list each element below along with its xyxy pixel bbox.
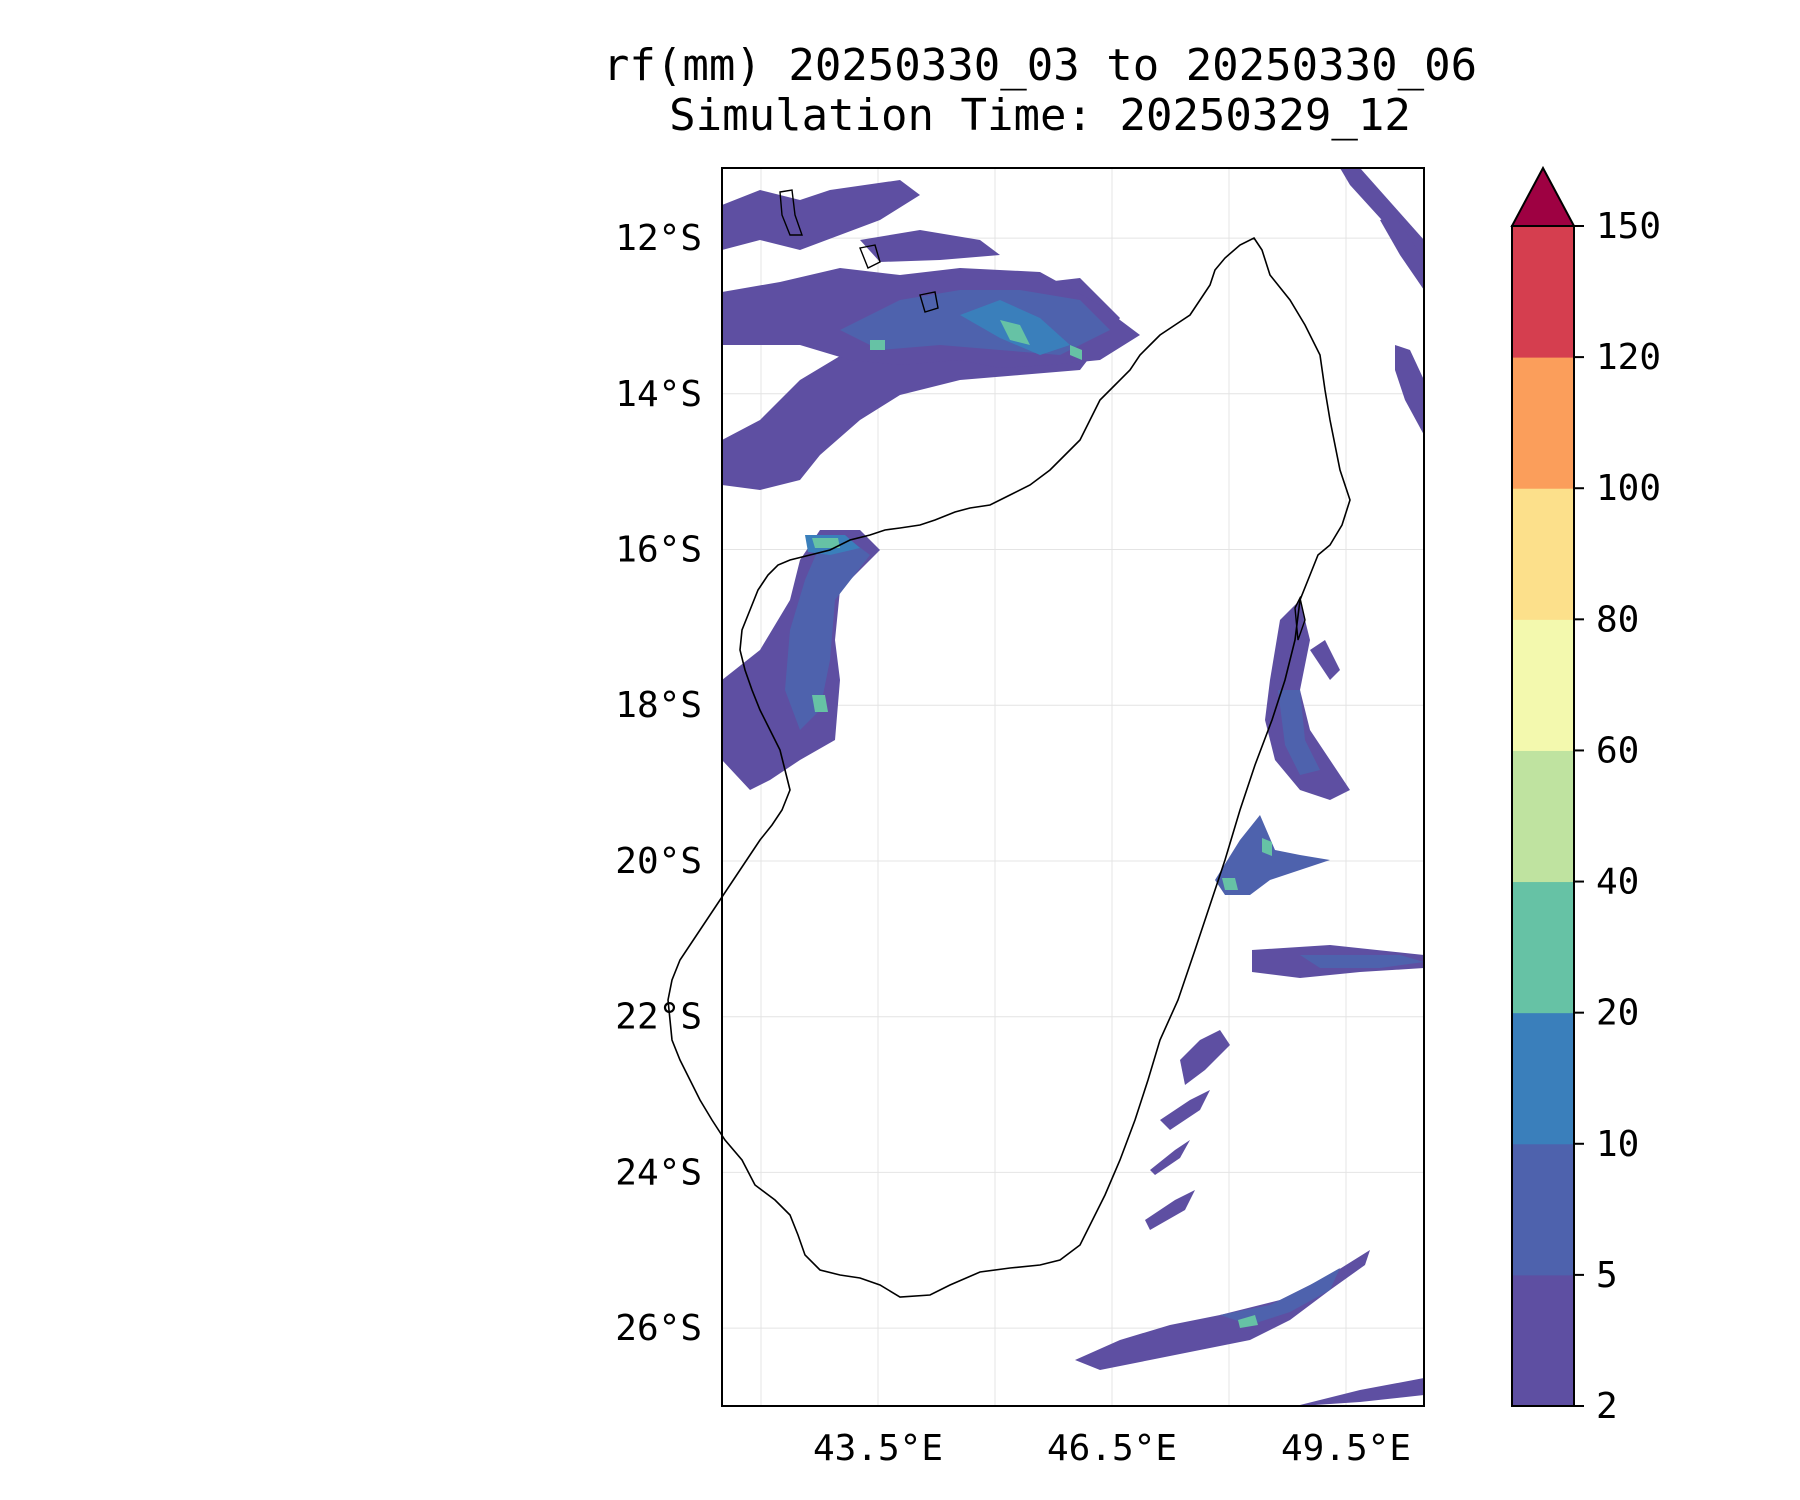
colorbar: 2 5 10 20 40 60 80 100 120 150 bbox=[1510, 165, 1661, 1427]
rain-region-south-band-mid bbox=[1220, 1268, 1340, 1325]
rain-region-nw-core-2 bbox=[1000, 320, 1030, 345]
gridlines bbox=[722, 168, 1424, 1406]
rain-region-se-streak-2 bbox=[1160, 1090, 1210, 1130]
title-line-2: Simulation Time: 20250329_12 bbox=[669, 90, 1411, 141]
rain-region-west-band-mid bbox=[785, 540, 870, 730]
rain-region-north-patch-1 bbox=[722, 180, 920, 250]
rain-region-south-edge bbox=[1300, 1378, 1424, 1406]
rain-region-east-20s-core-2 bbox=[1262, 838, 1272, 856]
rain-region-se-streak-4 bbox=[1145, 1190, 1195, 1230]
rain-region-ne-streak-4 bbox=[1310, 640, 1340, 680]
colorbar-segment bbox=[1512, 1012, 1574, 1145]
rain-region-east-20s-core-1 bbox=[1222, 878, 1238, 890]
x-tick-label: 43.5°E bbox=[813, 1428, 943, 1469]
colorbar-segment bbox=[1512, 1143, 1574, 1276]
colorbar-tick-label: 40 bbox=[1596, 862, 1639, 903]
y-tick-label: 26°S bbox=[615, 1308, 702, 1349]
x-tick-label: 49.5°E bbox=[1281, 1428, 1411, 1469]
rain-region-east-band-mid bbox=[1300, 955, 1424, 968]
y-tick-label: 20°S bbox=[615, 841, 702, 882]
colorbar-segment bbox=[1512, 488, 1574, 620]
colorbar-tick-label: 80 bbox=[1596, 599, 1639, 640]
coastline-mayotte bbox=[779, 189, 803, 236]
rain-region-west-core-3 bbox=[812, 695, 828, 712]
rain-region-south-band bbox=[1075, 1250, 1370, 1370]
y-axis: 12°S 14°S 16°S 18°S 20°S 22°S 24°S 26°S bbox=[615, 218, 702, 1349]
colorbar-segment bbox=[1512, 357, 1574, 489]
colorbar-tick-label: 60 bbox=[1596, 730, 1639, 771]
y-tick-label: 18°S bbox=[615, 685, 702, 726]
rain-region-north-patch-2 bbox=[860, 230, 1000, 262]
colorbar-frame bbox=[1511, 225, 1575, 1407]
coastline-sainte-marie bbox=[1294, 595, 1306, 641]
coastline-comoros-1 bbox=[859, 244, 881, 269]
colorbar-extend-arrow bbox=[1510, 165, 1576, 227]
colorbar-segment bbox=[1512, 881, 1574, 1014]
x-axis: 43.5°E 46.5°E 49.5°E bbox=[813, 1428, 1411, 1469]
coastline-madagascar bbox=[667, 236, 1351, 1298]
rain-region-se-streak-3 bbox=[1150, 1140, 1190, 1175]
rain-region-east-20s bbox=[1215, 815, 1330, 895]
y-tick-label: 24°S bbox=[615, 1152, 702, 1193]
colorbar-segment bbox=[1512, 750, 1574, 883]
y-tick-label: 22°S bbox=[615, 997, 702, 1038]
coastline-comoros-2 bbox=[919, 291, 939, 313]
rain-region-se-streak-1 bbox=[1180, 1030, 1230, 1085]
y-tick-label: 12°S bbox=[615, 218, 702, 259]
rain-region-west-core-2 bbox=[812, 538, 840, 548]
rain-region-nw-core-4 bbox=[1070, 345, 1082, 360]
y-tick-label: 14°S bbox=[615, 374, 702, 415]
rainfall-field bbox=[722, 168, 1424, 1406]
colorbar-tick-label: 10 bbox=[1596, 1124, 1639, 1165]
rain-region-south-core bbox=[1238, 1315, 1258, 1328]
colorbar-tick-label: 100 bbox=[1596, 468, 1661, 509]
rain-region-east-offshore bbox=[1265, 600, 1350, 800]
colorbar-segment bbox=[1512, 226, 1574, 358]
colorbar-tick-label: 150 bbox=[1596, 206, 1661, 247]
title-line-1: rf(mm) 20250330_03 to 20250330_06 bbox=[602, 40, 1478, 91]
y-tick-label: 16°S bbox=[615, 530, 702, 571]
colorbar-tick-label: 2 bbox=[1596, 1386, 1618, 1427]
map-frame bbox=[721, 167, 1425, 1407]
rain-region-ne-streak-2 bbox=[1380, 215, 1424, 290]
rain-region-nw-core-3 bbox=[870, 340, 885, 350]
colorbar-tick-label: 5 bbox=[1596, 1255, 1618, 1296]
colorbar-tick-label: 120 bbox=[1596, 337, 1661, 378]
colorbar-segment bbox=[1512, 1274, 1574, 1407]
rain-region-east-offshore-mid bbox=[1278, 690, 1320, 775]
x-tick-label: 46.5°E bbox=[1047, 1428, 1177, 1469]
rain-region-ne-streak-3 bbox=[1395, 345, 1424, 435]
colorbar-tick-label: 20 bbox=[1596, 993, 1639, 1034]
colorbar-segment bbox=[1512, 619, 1574, 751]
